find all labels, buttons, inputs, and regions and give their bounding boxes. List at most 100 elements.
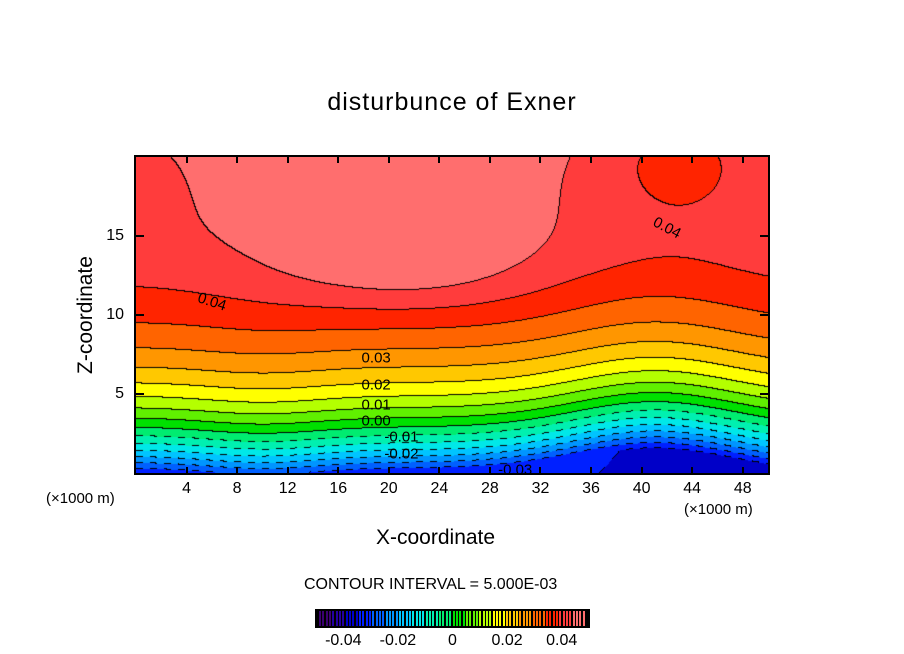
y-tick-label: 15 xyxy=(106,227,124,244)
contour-label: 0.02 xyxy=(361,376,391,394)
x-tick-label: 16 xyxy=(329,480,348,497)
colorbar-swatch xyxy=(539,611,542,626)
colorbar-swatch xyxy=(519,611,522,626)
x-tick-mark xyxy=(438,467,441,473)
x-tick-mark xyxy=(286,467,289,473)
colorbar-swatch xyxy=(562,611,565,626)
colorbar-swatch xyxy=(559,611,562,626)
x-tick-label: 20 xyxy=(379,480,398,497)
colorbar-swatch xyxy=(545,611,548,626)
colorbar-swatch xyxy=(462,611,465,626)
colorbar-swatch xyxy=(342,611,345,626)
y-tick-mark xyxy=(136,235,144,237)
colorbar-swatch xyxy=(445,611,448,626)
colorbar-swatch xyxy=(332,611,335,626)
colorbar-swatch xyxy=(349,611,352,626)
x-tick-mark xyxy=(337,157,340,163)
x-tick-label: 8 xyxy=(232,480,242,497)
colorbar-swatch xyxy=(395,611,398,626)
colorbar-swatch xyxy=(499,611,502,626)
x-tick-mark xyxy=(337,467,340,473)
colorbar-swatch xyxy=(405,611,408,626)
colorbar-swatch xyxy=(569,611,572,626)
colorbar-swatch xyxy=(409,611,412,626)
colorbar-tick-label: 0.02 xyxy=(491,632,523,649)
x-axis-unit-left: (×1000 m) xyxy=(46,490,115,507)
colorbar-swatch xyxy=(369,611,372,626)
x-tick-mark xyxy=(185,157,188,163)
colorbar-tick-label: -0.04 xyxy=(325,632,362,649)
x-tick-mark xyxy=(691,157,694,163)
colorbar-swatch xyxy=(582,611,585,626)
contour-interval-label: CONTOUR INTERVAL = 5.000E-03 xyxy=(304,576,558,593)
colorbar-swatch xyxy=(502,611,505,626)
colorbar-tick-label: -0.02 xyxy=(379,632,417,649)
colorbar-swatch xyxy=(465,611,468,626)
x-tick-mark xyxy=(640,157,643,163)
x-tick-mark xyxy=(387,157,390,163)
colorbar-swatch xyxy=(565,611,568,626)
x-axis-unit-right: (×1000 m) xyxy=(684,501,753,518)
x-tick-label: 44 xyxy=(683,480,702,497)
colorbar-swatch xyxy=(365,611,368,626)
contour-label: -0.03 xyxy=(498,461,533,479)
x-tick-mark xyxy=(741,157,744,163)
colorbar-swatch xyxy=(382,611,385,626)
x-tick-mark xyxy=(488,157,491,163)
contour-label: 0.00 xyxy=(361,412,391,430)
colorbar-swatch xyxy=(512,611,515,626)
contour-label: -0.02 xyxy=(384,445,419,463)
x-tick-mark xyxy=(438,157,441,163)
y-tick-mark xyxy=(760,235,768,237)
colorbar-swatch xyxy=(435,611,438,626)
colorbar-swatch xyxy=(469,611,472,626)
contour-fill xyxy=(136,157,768,473)
x-tick-mark xyxy=(691,467,694,473)
colorbar-swatch xyxy=(555,611,558,626)
colorbar-swatch xyxy=(362,611,365,626)
colorbar-swatch xyxy=(532,611,535,626)
colorbar-swatch xyxy=(495,611,498,626)
colorbar-swatch xyxy=(509,611,512,626)
colorbar-swatch xyxy=(432,611,435,626)
x-tick-mark xyxy=(488,467,491,473)
colorbar-swatch xyxy=(385,611,388,626)
colorbar-swatch xyxy=(415,611,418,626)
colorbar-swatch xyxy=(572,611,575,626)
colorbar-swatch xyxy=(352,611,355,626)
colorbar-swatch xyxy=(475,611,478,626)
x-tick-mark xyxy=(185,467,188,473)
y-tick-mark xyxy=(760,393,768,395)
x-tick-label: 48 xyxy=(733,480,752,497)
colorbar-swatch xyxy=(525,611,528,626)
colorbar-tick-label: 0 xyxy=(448,632,457,649)
x-tick-mark xyxy=(590,157,593,163)
colorbar-swatch xyxy=(452,611,455,626)
x-tick-label: 40 xyxy=(632,480,651,497)
colorbar-swatch xyxy=(389,611,392,626)
colorbar-swatch xyxy=(402,611,405,626)
colorbar-swatch xyxy=(479,611,482,626)
y-tick-label: 10 xyxy=(106,306,124,323)
y-tick-mark xyxy=(136,314,144,316)
colorbar-swatch xyxy=(329,611,331,626)
colorbar-swatch xyxy=(575,611,578,626)
colorbar-swatch xyxy=(372,611,375,626)
colorbar-swatch xyxy=(505,611,508,626)
x-tick-mark xyxy=(640,467,643,473)
y-tick-label: 5 xyxy=(115,385,124,402)
x-tick-label: 28 xyxy=(481,480,499,497)
x-tick-label: 36 xyxy=(582,480,600,497)
x-tick-mark xyxy=(539,157,542,163)
colorbar-swatch xyxy=(485,611,488,626)
x-tick-mark xyxy=(590,467,593,473)
x-tick-label: 24 xyxy=(430,480,449,497)
x-tick-mark xyxy=(387,467,390,473)
colorbar-swatch xyxy=(542,611,545,626)
y-tick-mark xyxy=(760,314,768,316)
colorbar-swatch xyxy=(335,611,338,626)
colorbar-tick-label: 0.04 xyxy=(546,632,578,649)
x-tick-mark xyxy=(236,467,239,473)
y-tick-mark xyxy=(136,393,144,395)
